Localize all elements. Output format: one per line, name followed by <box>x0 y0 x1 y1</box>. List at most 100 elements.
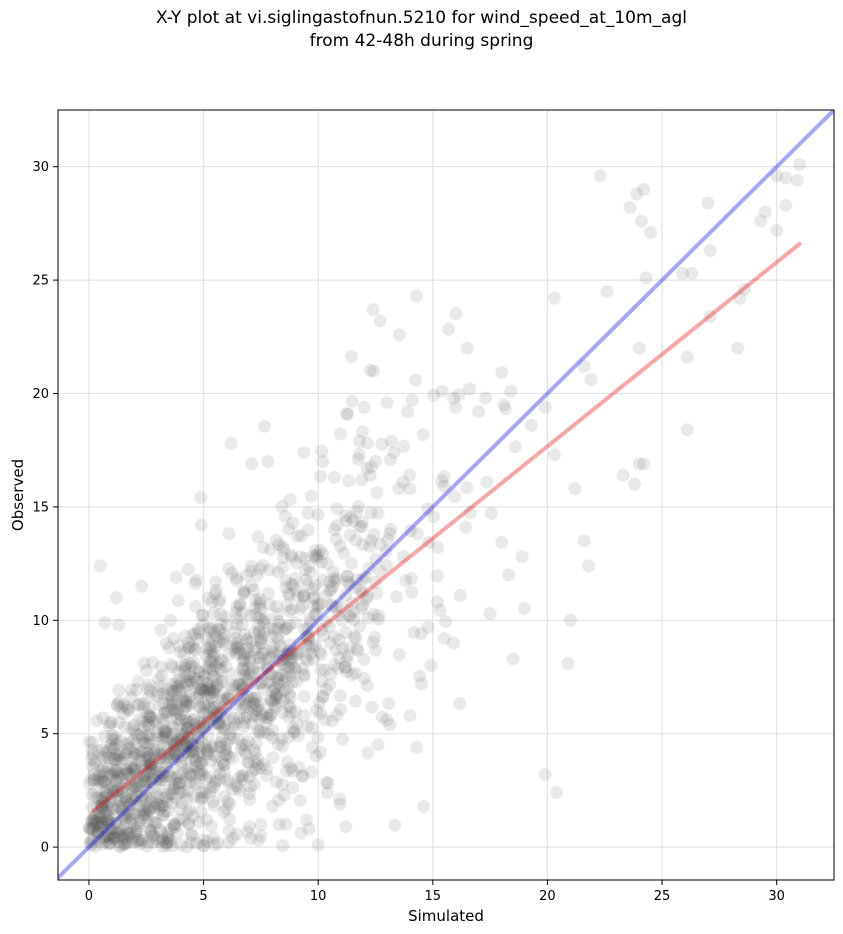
scatter-point <box>253 761 267 775</box>
scatter-point <box>180 713 194 727</box>
scatter-point <box>123 741 137 755</box>
scatter-point <box>243 780 257 794</box>
scatter-point <box>91 825 105 839</box>
scatter-point <box>128 762 142 776</box>
scatter-point <box>199 649 213 663</box>
scatter-point <box>200 660 214 674</box>
scatter-point <box>207 606 221 620</box>
scatter-point <box>127 747 141 761</box>
scatter-point <box>102 719 116 733</box>
scatter-point <box>161 742 175 756</box>
scatter-point <box>307 600 321 614</box>
scatter-point <box>424 658 438 672</box>
scatter-point <box>145 711 159 725</box>
scatter-point <box>171 665 185 679</box>
scatter-point <box>186 809 200 823</box>
scatter-point <box>282 588 296 602</box>
scatter-point <box>328 658 342 672</box>
scatter-point <box>302 822 316 836</box>
scatter-point <box>284 644 298 658</box>
scatter-point <box>279 573 293 587</box>
scatter-point <box>254 602 268 616</box>
scatter-point <box>89 785 103 799</box>
scatter-point <box>157 705 171 719</box>
scatter-point <box>204 654 218 668</box>
scatter-point <box>177 646 191 660</box>
scatter-point <box>136 808 150 822</box>
scatter-point <box>333 792 347 806</box>
scatter-point <box>264 543 278 557</box>
scatter-point <box>243 793 257 807</box>
scatter-point <box>334 703 348 717</box>
scatter-point <box>100 816 114 830</box>
scatter-point <box>204 624 218 638</box>
scatter-point <box>311 838 325 852</box>
scatter-point <box>196 719 210 733</box>
scatter-point <box>360 678 374 692</box>
scatter-point <box>342 608 356 622</box>
scatter-point <box>333 797 347 811</box>
scatter-point <box>163 769 177 783</box>
scatter-point <box>102 796 116 810</box>
scatter-point <box>151 685 165 699</box>
scatter-point <box>223 812 237 826</box>
scatter-point <box>141 719 155 733</box>
scatter-point <box>119 737 133 751</box>
scatter-point <box>172 639 186 653</box>
scatter-point <box>155 668 169 682</box>
scatter-point <box>139 763 153 777</box>
scatter-point <box>267 622 281 636</box>
scatter-point <box>105 732 119 746</box>
scatter-point <box>195 609 209 623</box>
scatter-point <box>114 754 128 768</box>
scatter-point <box>129 747 143 761</box>
scatter-point <box>324 598 338 612</box>
scatter-point <box>127 724 141 738</box>
scatter-point <box>98 748 112 762</box>
scatter-point <box>171 705 185 719</box>
scatter-point <box>178 675 192 689</box>
scatter-point <box>192 749 206 763</box>
scatter-point <box>180 840 194 854</box>
scatter-point <box>314 745 328 759</box>
scatter-point <box>314 648 328 662</box>
scatter-point <box>145 761 159 775</box>
scatter-point <box>170 712 184 726</box>
scatter-point <box>229 679 243 693</box>
scatter-point <box>146 758 160 772</box>
scatter-point <box>141 815 155 829</box>
scatter-point <box>91 791 105 805</box>
scatter-point <box>179 669 193 683</box>
scatter-point <box>163 747 177 761</box>
scatter-point <box>221 795 235 809</box>
scatter-point <box>280 755 294 769</box>
scatter-point <box>414 626 428 640</box>
scatter-point <box>266 751 280 765</box>
scatter-point <box>282 730 296 744</box>
scatter-point <box>196 768 210 782</box>
scatter-point <box>181 761 195 775</box>
scatter-point <box>416 428 430 442</box>
scatter-point <box>236 605 250 619</box>
x-axis-label: Simulated <box>408 907 484 925</box>
scatter-point <box>283 638 297 652</box>
scatter-point <box>249 736 263 750</box>
scatter-point <box>316 689 330 703</box>
scatter-point <box>345 668 359 682</box>
scatter-point <box>209 773 223 787</box>
scatter-point <box>109 774 123 788</box>
scatter-point <box>563 613 577 627</box>
scatter-point <box>158 724 172 738</box>
scatter-point <box>107 733 121 747</box>
scatter-point <box>217 686 231 700</box>
scatter-point <box>137 736 151 750</box>
scatter-point <box>192 700 206 714</box>
scatter-point <box>140 839 154 853</box>
scatter-point <box>203 785 217 799</box>
scatter-point <box>156 739 170 753</box>
scatter-point <box>346 514 360 528</box>
scatter-point <box>192 740 206 754</box>
scatter-point <box>250 568 264 582</box>
scatter-point <box>99 829 113 843</box>
